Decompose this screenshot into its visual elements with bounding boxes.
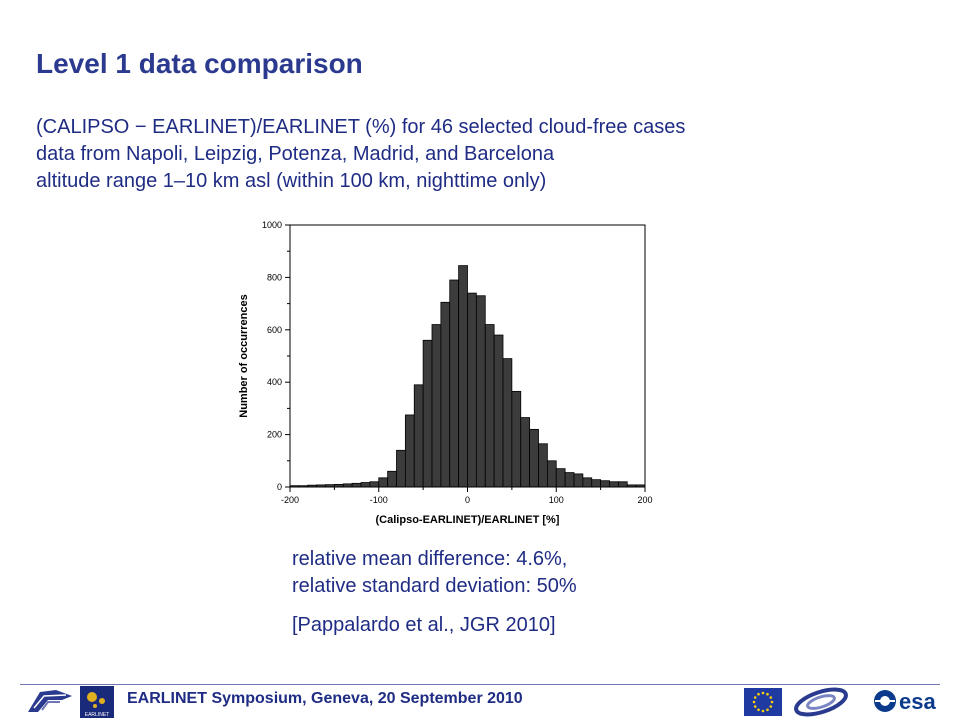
y-tick-label: 0 bbox=[277, 482, 282, 492]
x-tick-label: -200 bbox=[281, 495, 299, 505]
footer-text: EARLINET Symposium, Geneva, 20 September… bbox=[127, 690, 523, 707]
histogram-bar bbox=[609, 481, 619, 488]
x-tick-label: 200 bbox=[637, 495, 652, 505]
reference-text: [Pappalardo et al., JGR 2010] bbox=[292, 614, 556, 636]
histogram-bar bbox=[617, 481, 628, 488]
histogram-bar bbox=[351, 482, 362, 488]
histogram-bar bbox=[431, 324, 442, 488]
x-tick-label: -100 bbox=[370, 495, 388, 505]
y-tick-label: 600 bbox=[267, 325, 282, 335]
eu-flag-icon bbox=[744, 688, 782, 716]
histogram-bar bbox=[546, 460, 557, 488]
footer-divider bbox=[20, 684, 940, 685]
y-tick-label: 1000 bbox=[262, 220, 282, 230]
histogram-chart: -200 -100 0 100 200 0 200 400 600 800 1000 (Calips… bbox=[230, 212, 670, 542]
svg-text:EARLINET: EARLINET bbox=[85, 712, 109, 718]
esa-logo-icon: esa bbox=[872, 686, 936, 716]
ift-logo-icon bbox=[26, 686, 74, 716]
histogram-bar bbox=[493, 334, 504, 488]
eu-star-icon bbox=[757, 708, 760, 712]
histogram-bar bbox=[475, 295, 486, 488]
subtitle-line: (CALIPSO − EARLINET)/EARLINET (%) for 46… bbox=[36, 116, 686, 138]
histogram-bar bbox=[538, 443, 548, 488]
partner-swoosh-logo-icon bbox=[792, 686, 850, 718]
y-tick-label: 200 bbox=[267, 430, 282, 440]
eu-star-icon bbox=[761, 691, 765, 695]
histogram-bar bbox=[600, 480, 610, 488]
eu-star-icon bbox=[769, 696, 773, 699]
eu-star-icon bbox=[757, 692, 760, 696]
eu-star-icon bbox=[753, 696, 757, 699]
y-tick-label: 800 bbox=[267, 272, 282, 282]
histogram-bar bbox=[591, 479, 602, 488]
histogram-bar bbox=[484, 324, 495, 488]
eu-star-icon bbox=[766, 708, 769, 712]
histogram-bar bbox=[422, 339, 433, 488]
histogram-svg: -200 -100 0 100 200 0 200 400 600 800 1000 (Calips… bbox=[238, 220, 653, 526]
histogram-bar bbox=[396, 449, 406, 488]
svg-text:esa: esa bbox=[899, 689, 936, 714]
eu-star-icon bbox=[766, 692, 769, 696]
histogram-bar bbox=[555, 468, 566, 488]
eu-star-icon bbox=[770, 700, 774, 704]
histogram-bar bbox=[413, 384, 424, 488]
histogram-bar bbox=[520, 417, 531, 488]
histogram-bar bbox=[404, 414, 415, 488]
y-tick-label: 400 bbox=[267, 377, 282, 387]
standard-deviation-text: relative standard deviation: 50% bbox=[292, 575, 577, 597]
eu-star-icon bbox=[761, 709, 765, 713]
eu-star-icon bbox=[753, 705, 757, 708]
statistics-block: relative mean difference: 4.6%, relative… bbox=[292, 546, 577, 639]
histogram-bar bbox=[360, 482, 371, 488]
histogram-bar bbox=[449, 279, 460, 488]
histogram-bar bbox=[378, 477, 389, 488]
x-tick-label: 100 bbox=[549, 495, 564, 505]
histogram-bar bbox=[387, 470, 397, 488]
mean-difference-text: relative mean difference: 4.6%, bbox=[292, 548, 568, 570]
histogram-bar bbox=[573, 473, 584, 488]
histogram-bar bbox=[502, 358, 513, 488]
histogram-bar bbox=[369, 481, 380, 488]
histogram-bar bbox=[582, 477, 593, 488]
histogram-bar bbox=[529, 428, 539, 488]
slide-title: Level 1 data comparison bbox=[36, 48, 363, 79]
histogram-bar bbox=[564, 472, 575, 488]
subtitle-line: altitude range 1–10 km asl (within 100 k… bbox=[36, 170, 547, 192]
subtitle-block: (CALIPSO − EARLINET)/EARLINET (%) for 46… bbox=[36, 114, 916, 195]
histogram-bar bbox=[511, 390, 522, 488]
earlinet-logo-icon: EARLINET bbox=[80, 686, 114, 718]
bars-group bbox=[289, 265, 646, 488]
eu-star-icon bbox=[752, 700, 756, 704]
histogram-bar bbox=[440, 301, 451, 488]
histogram-bar bbox=[458, 265, 468, 488]
y-axis-label: Number of occurrences bbox=[238, 294, 250, 417]
subtitle-line: data from Napoli, Leipzig, Potenza, Madr… bbox=[36, 143, 555, 165]
axis-group: -200 -100 0 100 200 0 200 400 600 800 1000 bbox=[262, 220, 653, 505]
eu-star-icon bbox=[769, 705, 773, 708]
x-tick-label: 0 bbox=[465, 495, 470, 505]
histogram-bar bbox=[467, 292, 477, 488]
x-axis-label: (Calipso-EARLINET)/EARLINET [%] bbox=[376, 514, 560, 526]
